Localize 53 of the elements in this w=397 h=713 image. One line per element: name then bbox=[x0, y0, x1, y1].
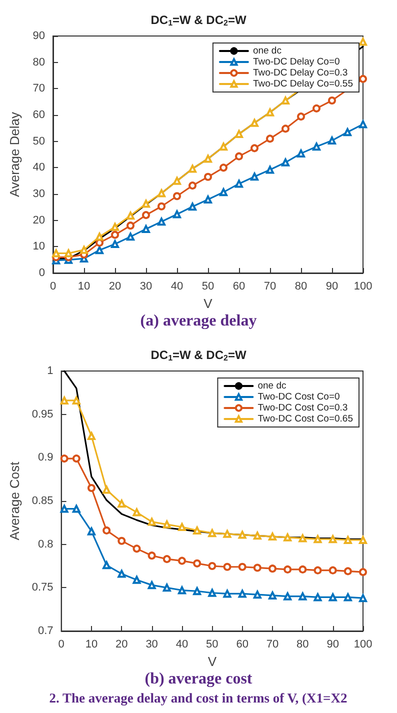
text: (b) average cost bbox=[144, 670, 253, 688]
y-tick-label: 30 bbox=[32, 188, 45, 200]
legend-label: Two-DC Delay Co=0.55 bbox=[252, 78, 354, 90]
x-axis-title: V bbox=[208, 654, 217, 669]
y-tick-label: 0 bbox=[38, 267, 45, 279]
x-tick-label: 90 bbox=[326, 638, 339, 650]
legend-label: Two-DC Cost Co=0 bbox=[258, 392, 340, 402]
x-tick-label: 20 bbox=[116, 638, 128, 650]
y-tick-label: 0.85 bbox=[32, 495, 54, 507]
y-tick-label: 70 bbox=[32, 82, 45, 95]
legend-label: Two-DC Delay Co=0 bbox=[252, 56, 340, 68]
x-tick-label: 60 bbox=[236, 638, 248, 650]
y-tick-label: 60 bbox=[32, 109, 45, 121]
x-tick-label: 90 bbox=[326, 280, 338, 292]
legend-label: one dc bbox=[252, 46, 282, 56]
y-tick-label: 0.8 bbox=[38, 538, 54, 550]
y-tick-label: 0.75 bbox=[32, 582, 54, 594]
y-tick-label: 90 bbox=[32, 30, 45, 42]
x-tick-label: 20 bbox=[108, 280, 122, 292]
y-tick-label: 20 bbox=[32, 214, 45, 226]
y-axis-title: Average Cost bbox=[7, 461, 22, 540]
x-tick-label: 0 bbox=[58, 638, 64, 650]
y-tick-label: 40 bbox=[32, 162, 45, 174]
y-tick-label: 0.7 bbox=[38, 625, 54, 637]
x-tick-label: 80 bbox=[296, 638, 309, 650]
text: (a) average delay bbox=[140, 312, 257, 330]
x-tick-label: 10 bbox=[78, 280, 90, 292]
y-tick-label: 50 bbox=[32, 135, 45, 148]
x-tick-label: 50 bbox=[206, 638, 218, 650]
y-tick-label: 1 bbox=[47, 365, 54, 377]
y-axis-title: Average Delay bbox=[7, 111, 22, 198]
legend-label: Two-DC Cost Co=0.3 bbox=[258, 402, 348, 414]
y-tick-label: 0.95 bbox=[32, 408, 54, 420]
x-axis-title: V bbox=[204, 296, 213, 311]
y-tick-label: 10 bbox=[32, 240, 45, 253]
x-tick-label: 100 bbox=[354, 638, 372, 650]
legend-label: one dc bbox=[258, 380, 286, 392]
x-tick-label: 30 bbox=[140, 280, 152, 292]
x-tick-label: 70 bbox=[264, 280, 276, 292]
text: 2. The average delay and cost in terms of V, (X1=X2 bbox=[49, 690, 348, 706]
x-tick-label: 60 bbox=[232, 280, 246, 292]
x-tick-label: 40 bbox=[170, 280, 184, 292]
x-tick-label: 10 bbox=[85, 638, 98, 650]
x-tick-label: 80 bbox=[294, 280, 308, 292]
x-tick-label: 50 bbox=[202, 280, 214, 292]
x-tick-label: 40 bbox=[176, 638, 188, 650]
x-tick-label: 70 bbox=[266, 638, 279, 650]
x-tick-label: 100 bbox=[354, 280, 372, 292]
y-tick-label: 0.9 bbox=[38, 452, 54, 464]
y-tick-label: 80 bbox=[32, 56, 45, 68]
x-tick-label: 30 bbox=[146, 638, 158, 650]
legend-label: Two-DC Delay Co=0.3 bbox=[252, 68, 348, 78]
legend-label: Two-DC Cost Co=0.65 bbox=[258, 414, 354, 424]
